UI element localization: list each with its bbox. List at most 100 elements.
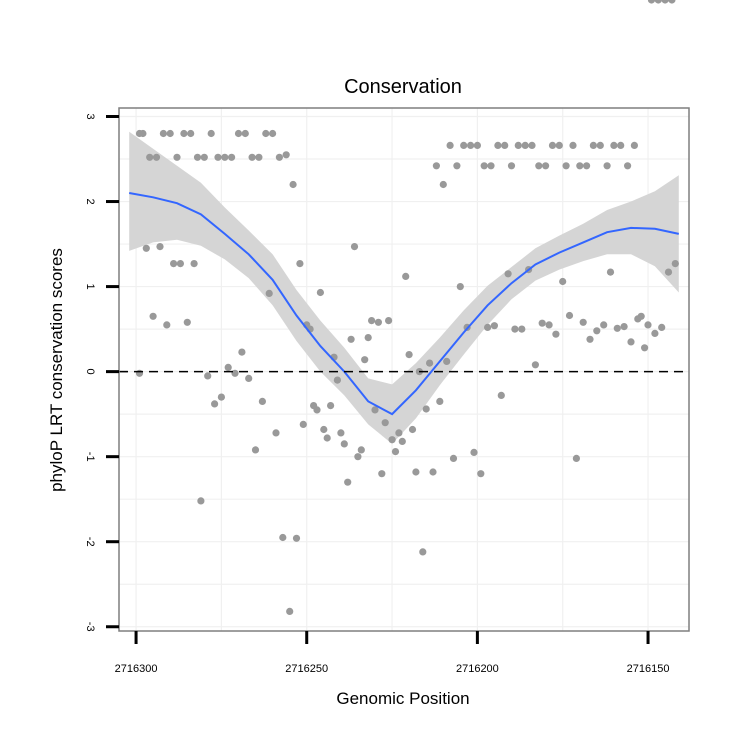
- data-point: [238, 348, 246, 356]
- data-point: [603, 162, 611, 170]
- data-point: [166, 129, 174, 138]
- data-point: [559, 277, 567, 286]
- data-point: [398, 437, 406, 445]
- data-point: [156, 243, 164, 251]
- data-point: [385, 317, 393, 325]
- data-point: [487, 162, 495, 170]
- data-point: [664, 268, 673, 276]
- data-point: [258, 397, 266, 405]
- data-point: [651, 329, 659, 337]
- data-point: [183, 318, 191, 326]
- data-point: [593, 327, 601, 335]
- y-tick-label: 2: [84, 198, 96, 204]
- data-point: [350, 243, 359, 251]
- data-point: [658, 323, 666, 331]
- data-point: [443, 357, 451, 365]
- y-tick-label: 0: [84, 369, 96, 375]
- data-point: [647, 0, 656, 4]
- y-axis: -3 -2 -1 0 1 2 3: [84, 113, 119, 632]
- data-point: [586, 335, 594, 343]
- data-point: [265, 289, 273, 297]
- x-tick-label: 2716200: [456, 663, 499, 675]
- data-point: [668, 0, 676, 4]
- data-point: [624, 162, 632, 170]
- data-point: [152, 153, 161, 161]
- data-point: [340, 440, 348, 448]
- data-point: [149, 312, 157, 320]
- data-point: [583, 162, 591, 170]
- data-point: [289, 180, 297, 189]
- y-tick-label: -2: [84, 537, 96, 547]
- data-point: [596, 141, 604, 149]
- data-point: [449, 454, 458, 462]
- data-point: [654, 0, 662, 4]
- data-point: [378, 470, 386, 478]
- data-point: [176, 260, 184, 268]
- data-point: [641, 344, 649, 352]
- data-point: [446, 141, 454, 149]
- data-point: [548, 141, 557, 149]
- data-point: [531, 361, 540, 369]
- data-point: [589, 141, 598, 149]
- data-point: [187, 129, 195, 138]
- data-point: [419, 548, 427, 556]
- data-point: [610, 141, 618, 149]
- data-point: [193, 153, 202, 161]
- data-point: [477, 470, 485, 478]
- data-point: [545, 321, 553, 329]
- data-point: [439, 180, 447, 189]
- data-point: [313, 406, 321, 414]
- data-point: [507, 162, 516, 170]
- data-point: [555, 141, 563, 149]
- data-point: [521, 141, 529, 149]
- data-point: [617, 141, 625, 149]
- data-point: [296, 260, 304, 268]
- data-point: [323, 434, 331, 442]
- data-point: [600, 321, 608, 329]
- data-point: [320, 425, 328, 434]
- data-point: [484, 323, 492, 331]
- data-point: [245, 374, 253, 382]
- data-point: [357, 446, 365, 454]
- data-point: [217, 393, 225, 401]
- data-point: [436, 397, 444, 405]
- y-axis-label: phyloP LRT conservation scores: [47, 248, 66, 492]
- data-point: [190, 260, 198, 268]
- y-tick-label: -1: [84, 452, 96, 462]
- data-point: [159, 129, 167, 138]
- data-point: [402, 272, 410, 280]
- data-point: [432, 162, 440, 170]
- data-point: [562, 162, 570, 170]
- data-point: [231, 369, 239, 377]
- data-point: [316, 288, 324, 297]
- y-tick-label: 3: [84, 113, 96, 119]
- data-point: [429, 468, 437, 476]
- data-point: [518, 325, 526, 333]
- data-point: [269, 129, 277, 138]
- smooth-line-layer: [129, 192, 680, 416]
- data-point: [408, 425, 417, 434]
- data-point: [627, 338, 635, 346]
- data-point: [514, 141, 522, 149]
- data-point: [453, 162, 461, 170]
- confidence-band: [129, 131, 679, 444]
- data-point: [391, 448, 400, 456]
- data-point: [327, 402, 335, 410]
- data-point: [200, 153, 208, 161]
- data-point: [412, 468, 420, 476]
- data-point: [275, 153, 283, 161]
- data-point: [620, 323, 628, 331]
- data-point: [197, 497, 205, 505]
- data-point: [388, 436, 396, 444]
- data-point: [292, 534, 301, 542]
- x-axis-label: Genomic Position: [336, 689, 469, 708]
- data-point: [542, 162, 550, 170]
- data-point: [228, 153, 236, 161]
- data-point: [490, 322, 498, 330]
- data-point: [572, 454, 581, 462]
- data-point: [644, 321, 652, 329]
- data-point: [241, 129, 249, 138]
- data-point: [456, 283, 464, 291]
- data-point: [497, 391, 505, 399]
